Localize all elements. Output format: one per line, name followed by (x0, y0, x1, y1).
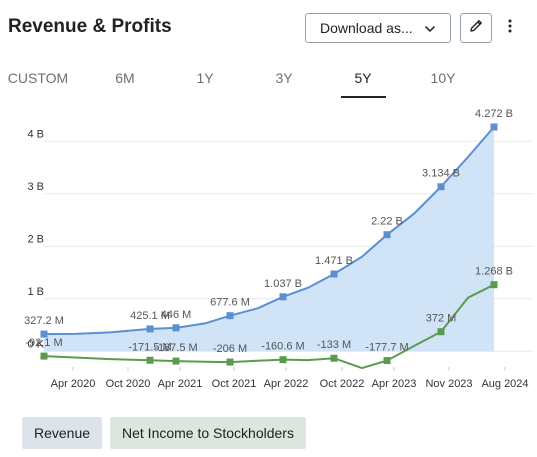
net-income-data-label: -187.5 M (154, 342, 197, 354)
y-tick-label: 1 B (27, 286, 44, 298)
x-axis: Apr 2020 Oct 2020 Apr 2021 Oct 2021 Apr 2022… (51, 367, 529, 390)
chart-title: Revenue & Profits (8, 16, 172, 37)
series (40, 123, 498, 370)
y-tick-label: 2 B (27, 233, 44, 245)
active-tab-indicator (341, 96, 386, 98)
net-income-data-label: -206 M (213, 343, 247, 355)
revenue-marker (383, 231, 391, 239)
download-button-label: Download as... (320, 20, 413, 36)
revenue-marker (146, 325, 154, 333)
net-income-marker (172, 357, 180, 365)
net-income-marker (279, 356, 287, 364)
x-tick-label: Apr 2021 (158, 378, 203, 390)
net-income-data-label: -177.7 M (365, 342, 408, 354)
tab-10y[interactable]: 10Y (430, 70, 456, 86)
revenue-profits-chart: 0 K 1 B 2 B 3 B 4 B Apr 2020 Oct 2020 Apr 2021… (24, 108, 533, 390)
x-tick-label: Apr 2020 (51, 378, 96, 390)
pencil-icon (468, 18, 484, 39)
legend-revenue-toggle[interactable]: Revenue (22, 417, 103, 449)
y-tick-label: 4 B (27, 128, 44, 140)
revenue-data-label: 4.272 B (475, 108, 513, 120)
tab-1y[interactable]: 1Y (196, 70, 214, 86)
revenue-marker (172, 324, 180, 332)
net-income-marker (146, 356, 154, 364)
net-income-data-label: -171.5 M (128, 341, 171, 353)
revenue-marker (40, 330, 48, 338)
net-income-marker (40, 352, 48, 360)
net-income-marker (437, 328, 445, 336)
net-income-data-label: 372 M (426, 313, 457, 325)
revenue-data-label: 2.22 B (371, 216, 403, 228)
chevron-down-icon (424, 20, 436, 36)
vertical-dots-icon (508, 19, 512, 38)
net-income-marker (490, 281, 498, 289)
revenue-data-label: 3.134 B (422, 168, 460, 180)
x-tick-label: Apr 2023 (372, 378, 417, 390)
legend-net-income-toggle[interactable]: Net Income to Stockholders (110, 417, 306, 449)
tab-5y[interactable]: 5Y (354, 70, 372, 86)
net-income-data-label: -133 M (317, 339, 351, 351)
revenue-data-label: 677.6 M (210, 297, 250, 309)
edit-button[interactable] (460, 13, 492, 43)
download-button[interactable]: Download as... (305, 13, 451, 43)
net-income-marker (383, 357, 391, 365)
revenue-marker (490, 123, 498, 131)
range-tabs: CUSTOM 6M 1Y 3Y 5Y 10Y (0, 60, 537, 100)
x-tick-label: Oct 2021 (212, 378, 257, 390)
x-tick-label: Oct 2020 (106, 378, 151, 390)
revenue-marker (226, 312, 234, 320)
revenue-marker (330, 270, 338, 278)
x-tick-label: Apr 2022 (264, 378, 309, 390)
revenue-area (44, 126, 494, 352)
tab-custom[interactable]: CUSTOM (7, 70, 69, 86)
x-tick-label: Aug 2024 (481, 378, 528, 390)
revenue-data-label: 446 M (161, 309, 192, 321)
revenue-marker (437, 183, 445, 191)
tab-6m[interactable]: 6M (115, 70, 135, 86)
net-income-marker (330, 354, 338, 362)
revenue-marker (279, 293, 287, 301)
revenue-data-label: 1.037 B (264, 278, 302, 290)
tab-3y[interactable]: 3Y (275, 70, 293, 86)
y-tick-label: 0 K (27, 338, 44, 350)
y-axis: 0 K 1 B 2 B 3 B 4 B (27, 128, 44, 350)
net-income-data-label: 1.268 B (475, 266, 513, 278)
x-tick-label: Nov 2023 (425, 378, 472, 390)
revenue-data-label: 1.471 B (315, 255, 353, 267)
y-tick-label: 3 B (27, 181, 44, 193)
revenue-data-label: 425.1 M (130, 310, 170, 322)
x-tick-label: Oct 2022 (320, 378, 365, 390)
net-income-data-label: -160.6 M (261, 341, 304, 353)
more-options-button[interactable] (500, 13, 520, 43)
net-income-marker (226, 358, 234, 366)
revenue-data-label: 327.2 M (24, 315, 64, 327)
net-income-data-label: -92.1 M (25, 337, 62, 349)
